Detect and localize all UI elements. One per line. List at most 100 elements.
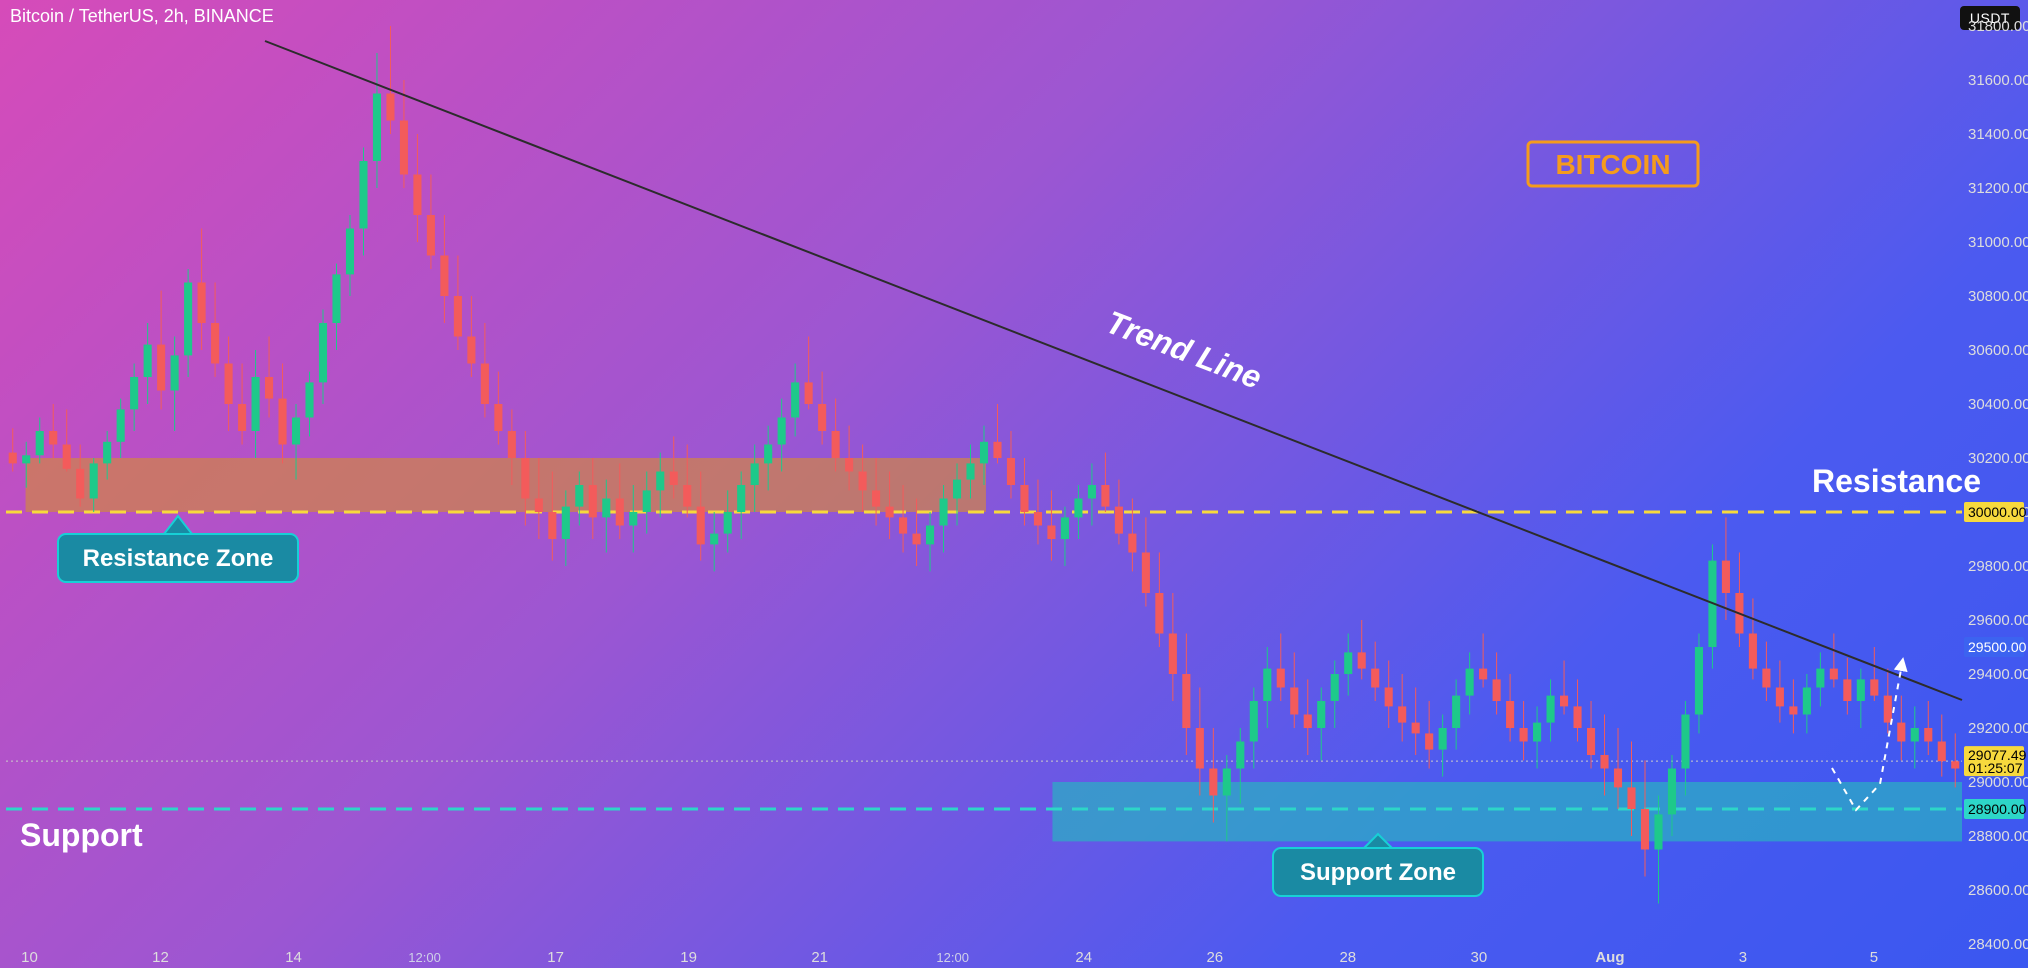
candle-body xyxy=(1803,688,1811,715)
support-zone-callout: Support Zone xyxy=(1273,834,1483,896)
svg-text:Support Zone: Support Zone xyxy=(1300,859,1456,886)
candle-body xyxy=(1223,769,1231,796)
candle-body xyxy=(1641,809,1649,850)
candle-body xyxy=(1560,696,1568,707)
candle-body xyxy=(1627,787,1635,809)
candle-body xyxy=(575,485,583,507)
candle-body xyxy=(157,345,165,391)
candle-body xyxy=(589,485,597,517)
zone-rect xyxy=(26,458,986,512)
candle-body xyxy=(265,377,273,399)
candle-body xyxy=(413,175,421,216)
candle-body xyxy=(467,337,475,364)
candle-body xyxy=(913,534,921,545)
candle-body xyxy=(1439,728,1447,750)
candle-body xyxy=(1924,728,1932,742)
candle-body xyxy=(764,445,772,464)
candle-body xyxy=(886,507,894,518)
candle-body xyxy=(508,431,516,458)
candle-body xyxy=(427,215,435,256)
candle-body xyxy=(1897,723,1905,742)
candle-body xyxy=(1547,696,1555,723)
candle-body xyxy=(1182,674,1190,728)
candle-body xyxy=(791,382,799,417)
chart-canvas[interactable]: Trend LineBITCOINResistanceSupportResist… xyxy=(0,0,2028,968)
x-axis-label: 14 xyxy=(285,949,302,966)
candle-body xyxy=(90,463,98,498)
annot-label: Support xyxy=(20,817,143,853)
candle-body xyxy=(1452,696,1460,728)
candle-body xyxy=(1358,652,1366,668)
candle-body xyxy=(1951,761,1959,768)
y-axis-label: 28600.00 xyxy=(1968,882,2028,899)
candle-body xyxy=(1425,733,1433,749)
candle-body xyxy=(1506,701,1514,728)
candle-body xyxy=(1614,769,1622,788)
x-axis-label: 10 xyxy=(21,949,38,966)
y-axis-label: 31200.00 xyxy=(1968,180,2028,197)
candle-body xyxy=(1493,679,1501,701)
candle-body xyxy=(710,534,718,545)
y-axis-label: 29000.00 xyxy=(1968,774,2028,791)
candle-body xyxy=(319,323,327,382)
candle-body xyxy=(1196,728,1204,769)
candle-body xyxy=(1843,679,1851,701)
candle-body xyxy=(1654,814,1662,849)
candle-body xyxy=(1722,561,1730,593)
y-axis-label: 29600.00 xyxy=(1968,612,2028,629)
x-axis-label: 17 xyxy=(547,949,564,966)
candle-body xyxy=(481,364,489,405)
candle-body xyxy=(386,94,394,121)
y-axis-label: 31400.00 xyxy=(1968,126,2028,143)
candle-body xyxy=(1169,634,1177,675)
candle-body xyxy=(1007,458,1015,485)
candle-body xyxy=(1884,696,1892,723)
candle-body xyxy=(818,404,826,431)
candle-body xyxy=(1762,669,1770,688)
candle-body xyxy=(1749,634,1757,669)
candle-body xyxy=(859,472,867,491)
candle-body xyxy=(1587,728,1595,755)
candle-body xyxy=(36,431,44,455)
candle-body xyxy=(1304,715,1312,729)
candle-body xyxy=(1911,728,1919,742)
candle-body xyxy=(346,229,354,275)
candle-body xyxy=(1857,679,1865,701)
trend-line-label: Trend Line xyxy=(1101,304,1266,396)
candle-body xyxy=(238,404,246,431)
candle-body xyxy=(1573,706,1581,728)
candle-body xyxy=(76,469,84,499)
candle-body xyxy=(332,274,340,323)
candle-body xyxy=(1466,669,1474,696)
svg-text:Resistance Zone: Resistance Zone xyxy=(83,545,274,572)
candle-body xyxy=(737,485,745,512)
x-axis-label: 24 xyxy=(1075,949,1092,966)
candle-body xyxy=(1263,669,1271,701)
x-axis-label: 5 xyxy=(1870,949,1878,966)
y-axis-label: 28400.00 xyxy=(1968,936,2028,953)
y-axis-label: 29200.00 xyxy=(1968,720,2028,737)
candle-body xyxy=(171,355,179,390)
candle-body xyxy=(548,512,556,539)
x-axis-label: 26 xyxy=(1206,949,1223,966)
candle-body xyxy=(1074,499,1082,518)
candle-body xyxy=(602,499,610,518)
candle-body xyxy=(1047,526,1055,540)
candle-body xyxy=(1533,723,1541,742)
candle-body xyxy=(778,418,786,445)
candle-body xyxy=(1695,647,1703,715)
candle-body xyxy=(953,480,961,499)
candle-body xyxy=(872,490,880,506)
candle-body xyxy=(1938,742,1946,762)
candle-body xyxy=(724,512,732,534)
y-axis-label: 31800.00 xyxy=(1968,18,2028,35)
candle-body xyxy=(278,399,286,445)
candle-body xyxy=(1520,728,1528,742)
candle-body xyxy=(1479,669,1487,680)
x-axis-label: 3 xyxy=(1739,949,1747,966)
candle-body xyxy=(939,499,947,526)
candle-body xyxy=(993,442,1001,458)
candle-body xyxy=(1398,706,1406,722)
candle-body xyxy=(643,490,651,512)
x-axis-label: 21 xyxy=(811,949,828,966)
